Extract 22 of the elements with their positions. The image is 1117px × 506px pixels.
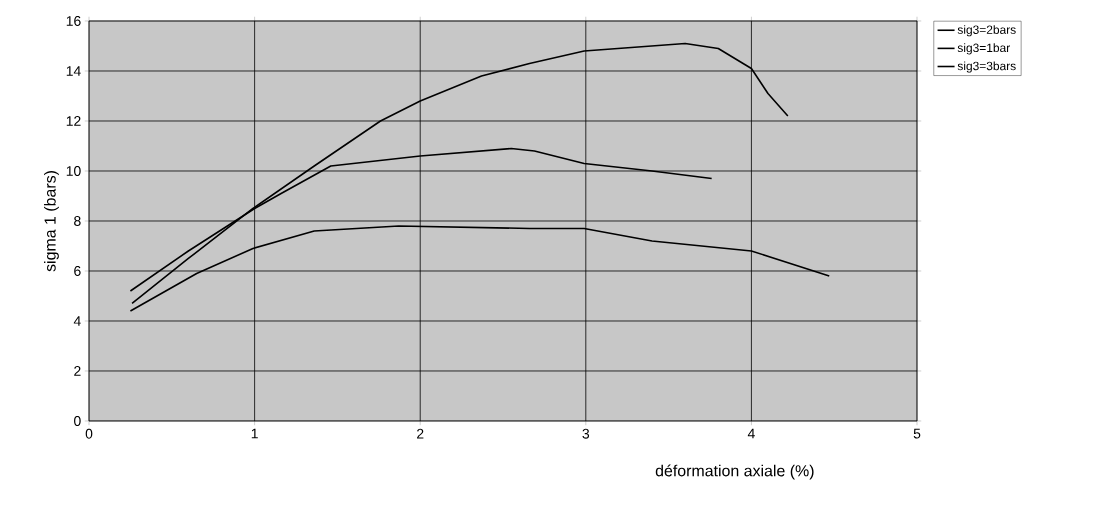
x-tick-label: 2	[417, 428, 424, 439]
line-series	[131, 42, 789, 305]
x-tick-label: 3	[582, 428, 590, 439]
y-tick-label: 0	[74, 416, 81, 426]
y-tick-label: 14	[66, 66, 81, 76]
y-tick-label: 6	[74, 266, 81, 276]
y-tick-label: 2	[74, 366, 81, 376]
x-axis-title: déformation axiale (%)	[655, 464, 814, 480]
y-tick-label: 16	[66, 16, 81, 26]
legend-label: sig3=3bars	[957, 61, 1016, 73]
x-tick-label: 0	[85, 428, 93, 439]
y-tick-label: 4	[73, 316, 81, 326]
x-tick-label: 5	[913, 428, 921, 439]
y-tick-label: 10	[66, 166, 81, 176]
x-tick-label: 1	[251, 428, 258, 439]
x-tick-label: 4	[747, 428, 755, 439]
y-tick-label: 12	[66, 116, 81, 126]
y-tick-label: 8	[74, 216, 81, 226]
legend-label: sig3=1bar	[957, 43, 1010, 55]
line-series	[129, 225, 831, 312]
y-axis-title: sigma 1 (bars)	[44, 171, 59, 272]
legend-label: sig3=2bars	[957, 25, 1016, 37]
